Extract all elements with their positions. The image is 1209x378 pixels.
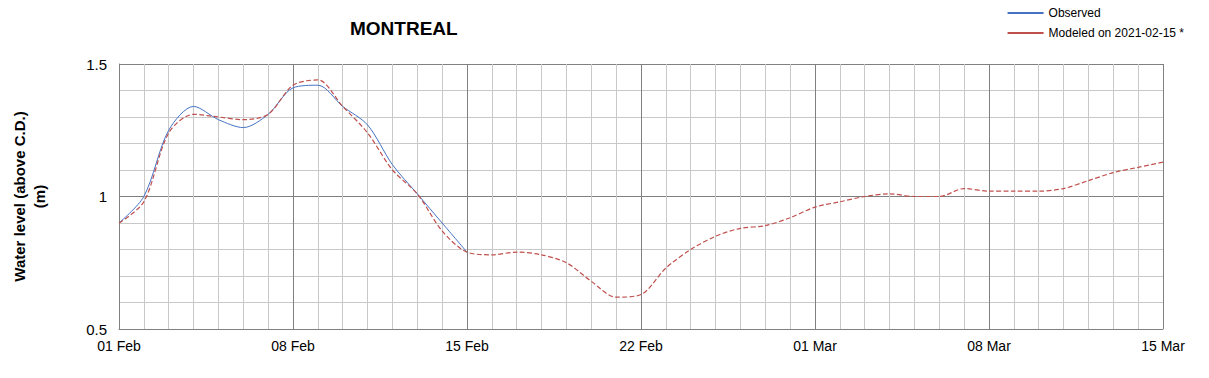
svg-text:Modeled on 2021-02-15 *: Modeled on 2021-02-15 * (1049, 26, 1185, 40)
svg-text:Observed: Observed (1049, 6, 1101, 20)
svg-text:1.5: 1.5 (86, 56, 107, 73)
svg-text:15 Mar: 15 Mar (1141, 338, 1185, 354)
svg-text:08 Feb: 08 Feb (271, 338, 315, 354)
svg-text:MONTREAL: MONTREAL (350, 18, 458, 39)
svg-text:(m): (m) (31, 185, 48, 208)
svg-text:1: 1 (99, 188, 107, 205)
svg-text:0.5: 0.5 (86, 321, 107, 338)
svg-text:01 Mar: 01 Mar (793, 338, 837, 354)
svg-text:08 Mar: 08 Mar (967, 338, 1011, 354)
svg-text:Water level (above C.D.): Water level (above C.D.) (11, 111, 28, 281)
svg-text:22 Feb: 22 Feb (619, 338, 663, 354)
svg-text:01 Feb: 01 Feb (97, 338, 141, 354)
svg-text:15 Feb: 15 Feb (445, 338, 489, 354)
